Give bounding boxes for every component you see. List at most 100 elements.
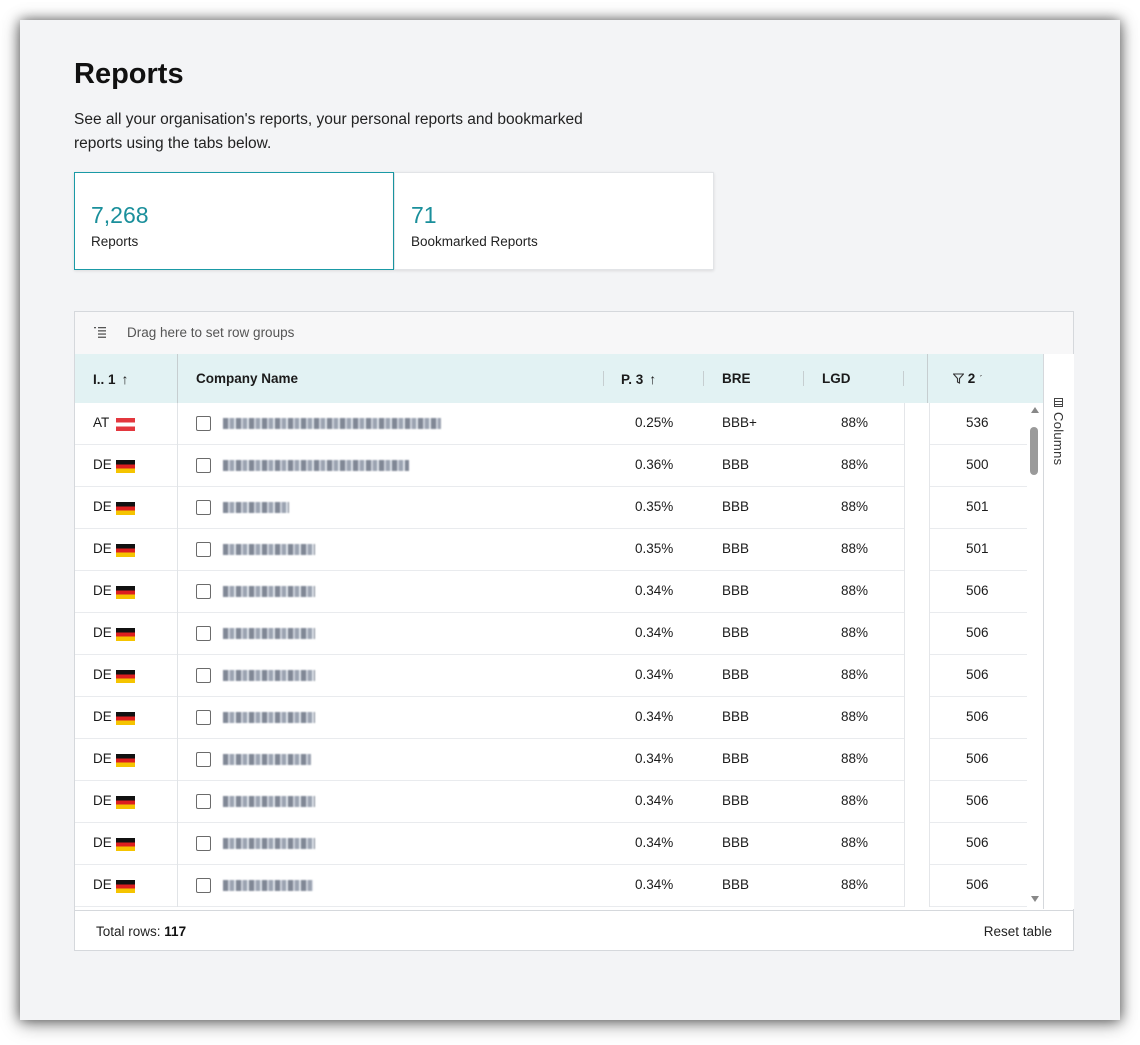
row-checkbox[interactable] bbox=[196, 416, 211, 431]
lgd-value: 88% bbox=[841, 457, 869, 472]
header-pinned-column[interactable]: 2 ˊ bbox=[928, 354, 1043, 403]
pinned-value: 506 bbox=[966, 835, 989, 850]
row-checkbox[interactable] bbox=[196, 668, 211, 683]
table-row[interactable]: DE 0.35% BBB 88% 501 bbox=[75, 487, 1027, 529]
table-row[interactable]: DE 0.34% BBB 88% 506 bbox=[75, 655, 1027, 697]
row-checkbox[interactable] bbox=[196, 710, 211, 725]
country-code: DE bbox=[93, 751, 112, 766]
company-name-redacted[interactable] bbox=[223, 880, 313, 891]
table-row[interactable]: DE 0.35% BBB 88% 501 bbox=[75, 529, 1027, 571]
lgd-value: 88% bbox=[841, 877, 869, 892]
pinned-value: 506 bbox=[966, 667, 989, 682]
table-row[interactable]: DE 0.34% BBB 88% 506 bbox=[75, 781, 1027, 823]
country-code: DE bbox=[93, 709, 112, 724]
company-name-redacted[interactable] bbox=[223, 586, 315, 597]
header-pd[interactable]: P. 3 ↑ bbox=[604, 354, 702, 403]
company-name-redacted[interactable] bbox=[223, 628, 315, 639]
company-name-redacted[interactable] bbox=[223, 838, 315, 849]
column-divider bbox=[177, 697, 178, 739]
row-checkbox[interactable] bbox=[196, 836, 211, 851]
flag-de-icon bbox=[116, 544, 135, 557]
row-checkbox[interactable] bbox=[196, 500, 211, 515]
header-country[interactable]: I.. 1 ↑ bbox=[75, 354, 177, 403]
pinned-value: 506 bbox=[966, 877, 989, 892]
reset-table-button[interactable]: Reset table bbox=[983, 924, 1052, 939]
total-rows-value: 117 bbox=[164, 924, 187, 939]
bre-value: BBB bbox=[722, 583, 750, 598]
pinned-value: 500 bbox=[966, 457, 989, 472]
bookmarked-count: 71 bbox=[411, 202, 437, 228]
company-name-redacted[interactable] bbox=[223, 544, 315, 555]
sort-descending-icon: ˊ bbox=[979, 374, 983, 386]
company-name-redacted[interactable] bbox=[223, 502, 289, 513]
pinned-value: 506 bbox=[966, 793, 989, 808]
bookmarked-reports-tab-card[interactable]: 71 Bookmarked Reports bbox=[394, 172, 714, 270]
row-checkbox[interactable] bbox=[196, 542, 211, 557]
table-row[interactable]: DE 0.34% BBB 88% 506 bbox=[75, 865, 1027, 907]
flag-de-icon bbox=[116, 838, 135, 851]
pd-value: 0.34% bbox=[635, 751, 674, 766]
table-row[interactable]: DE 0.34% BBB 88% 506 bbox=[75, 697, 1027, 739]
table-row[interactable]: AT 0.25% BBB+ 88% 536 bbox=[75, 403, 1027, 445]
pd-value: 0.25% bbox=[635, 415, 674, 430]
column-resize-handle[interactable] bbox=[903, 371, 904, 386]
company-name-redacted[interactable] bbox=[223, 712, 315, 723]
header-company-label: Company Name bbox=[196, 371, 299, 386]
table-row[interactable]: DE 0.34% BBB 88% 506 bbox=[75, 571, 1027, 613]
company-name-redacted[interactable] bbox=[223, 460, 409, 471]
header-bre[interactable]: BRE bbox=[704, 354, 802, 403]
row-checkbox[interactable] bbox=[196, 626, 211, 641]
company-name-redacted[interactable] bbox=[223, 670, 315, 681]
columns-icon bbox=[1054, 398, 1063, 407]
sort-ascending-icon: ↑ bbox=[649, 371, 657, 387]
country-code: AT bbox=[93, 415, 110, 430]
columns-panel-button[interactable]: Columns bbox=[1048, 396, 1070, 476]
grid-header: I.. 1 ↑ Company Name P. 3 ↑ BRE LGD bbox=[75, 354, 1043, 404]
row-checkbox[interactable] bbox=[196, 458, 211, 473]
bookmarked-label: Bookmarked Reports bbox=[411, 234, 538, 249]
pinned-gap bbox=[904, 571, 930, 613]
header-lgd[interactable]: LGD bbox=[804, 354, 902, 403]
row-checkbox[interactable] bbox=[196, 752, 211, 767]
row-checkbox[interactable] bbox=[196, 878, 211, 893]
row-group-drop-zone[interactable]: Drag here to set row groups bbox=[75, 312, 1073, 355]
scrollbar-thumb[interactable] bbox=[1030, 427, 1038, 475]
row-checkbox[interactable] bbox=[196, 584, 211, 599]
pinned-value: 501 bbox=[966, 541, 989, 556]
table-row[interactable]: DE 0.34% BBB 88% 506 bbox=[75, 823, 1027, 865]
total-rows: Total rows: 117 bbox=[96, 924, 186, 939]
flag-de-icon bbox=[116, 628, 135, 641]
table-row[interactable]: DE 0.34% BBB 88% 506 bbox=[75, 739, 1027, 781]
flag-de-icon bbox=[116, 460, 135, 473]
header-company-name[interactable]: Company Name bbox=[178, 354, 603, 403]
pd-value: 0.36% bbox=[635, 457, 674, 472]
lgd-value: 88% bbox=[841, 751, 869, 766]
page-title: Reports bbox=[74, 58, 184, 90]
lgd-value: 88% bbox=[841, 667, 869, 682]
flag-de-icon bbox=[116, 880, 135, 893]
company-name-redacted[interactable] bbox=[223, 418, 441, 429]
pd-value: 0.34% bbox=[635, 583, 674, 598]
company-name-redacted[interactable] bbox=[223, 754, 311, 765]
pd-value: 0.34% bbox=[635, 625, 674, 640]
bre-value: BBB bbox=[722, 499, 750, 514]
column-resize-handle[interactable] bbox=[803, 371, 804, 386]
column-divider bbox=[177, 445, 178, 487]
table-row[interactable]: DE 0.36% BBB 88% 500 bbox=[75, 445, 1027, 487]
lgd-value: 88% bbox=[841, 415, 869, 430]
column-resize-handle[interactable] bbox=[603, 371, 604, 386]
country-code: DE bbox=[93, 625, 112, 640]
company-name-redacted[interactable] bbox=[223, 796, 315, 807]
column-divider bbox=[177, 823, 178, 865]
scroll-up-icon[interactable] bbox=[1031, 407, 1039, 413]
table-row[interactable]: DE 0.34% BBB 88% 506 bbox=[75, 613, 1027, 655]
column-resize-handle[interactable] bbox=[703, 371, 704, 386]
pinned-gap bbox=[904, 613, 930, 655]
pinned-gap bbox=[904, 655, 930, 697]
reports-tab-card[interactable]: 7,268 Reports bbox=[74, 172, 394, 270]
bre-value: BBB bbox=[722, 625, 750, 640]
row-checkbox[interactable] bbox=[196, 794, 211, 809]
scroll-down-icon[interactable] bbox=[1031, 896, 1039, 902]
vertical-scrollbar[interactable] bbox=[1027, 403, 1043, 908]
pinned-value: 501 bbox=[966, 499, 989, 514]
